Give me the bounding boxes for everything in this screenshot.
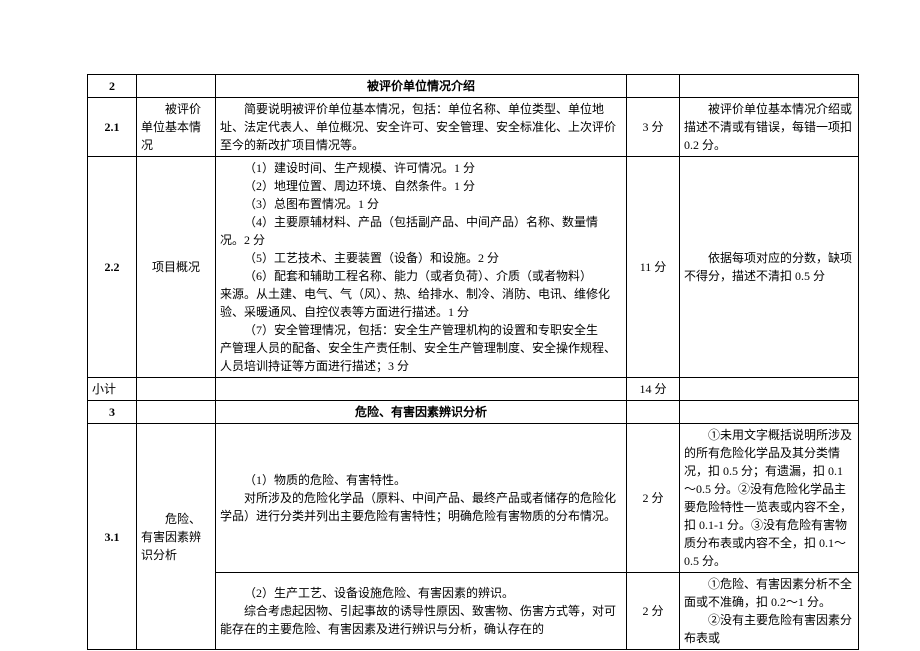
row-31-note1: ①未用文字概括说明所涉及的所有危险化学品及其分类情况，扣 0.5 分；有遗漏，扣…	[680, 424, 859, 573]
row-3-score-blank	[627, 401, 680, 424]
row-31-note1-text: ①未用文字概括说明所涉及的所有危险化学品及其分类情况，扣 0.5 分；有遗漏，扣…	[684, 426, 854, 570]
row-22-d6w: 来源。从土建、电气、气（风）、热、给排水、制冷、消防、电讯、维修化验、采暖通风、…	[220, 287, 610, 319]
row-22-d7w: 产管理人员的配备、安全生产责任制、安全生产管理制度、安全操作规程、人员培训持证等…	[220, 341, 616, 373]
row-21-name-text: 被评价单位基本情况	[141, 100, 211, 154]
row-22-d5: （5）工艺技术、主要装置（设备）和设施。2 分	[220, 249, 622, 267]
row-31-desc2: （2）生产工艺、设备设施危险、有害因素的辨识。 综合考虑起因物、引起事故的诱导性…	[216, 573, 627, 650]
row-22-note-text: 依据每项对应的分数，缺项不得分，描述不清扣 0.5 分	[684, 249, 854, 285]
row-3-title: 危险、有害因素辨识分析	[216, 401, 627, 424]
row-22-d4w: 况。2 分	[220, 233, 265, 247]
row-31-note2-l1: ①危险、有害因素分析不全面或不准确，扣 0.2～1 分。	[684, 575, 854, 611]
row-31-desc1: （1）物质的危险、有害特性。 对所涉及的危险化学品（原料、中间产品、最终产品或者…	[216, 424, 627, 573]
row-21-note-text: 被评价单位基本情况介绍或描述不清或有错误，每错一项扣 0.2 分。	[684, 100, 854, 154]
row-22-name: 项目概况	[137, 157, 216, 378]
row-2-note-blank	[680, 75, 859, 98]
row-subtotal2-blank1	[137, 378, 216, 401]
row-31-note2-l2: ②没有主要危险有害因素分布表或	[684, 611, 854, 647]
row-22-score: 11 分	[627, 157, 680, 378]
row-21-score: 3 分	[627, 98, 680, 157]
row-21-num: 2.1	[88, 98, 137, 157]
row-31-score1: 2 分	[627, 424, 680, 573]
row-21-desc-text: 简要说明被评价单位基本情况，包括：单位名称、单位类型、单位地址、法定代表人、单位…	[220, 100, 622, 154]
row-22-d6: （6）配套和辅助工程名称、能力（或者负荷）、介质（或者物料）	[220, 267, 622, 285]
row-31-score2: 2 分	[627, 573, 680, 650]
row-22-d2: （2）地理位置、周边环境、自然条件。1 分	[220, 177, 622, 195]
row-22-d4: （4）主要原辅材料、产品（包括副产品、中间产品）名称、数量情	[220, 213, 622, 231]
row-22-note: 依据每项对应的分数，缺项不得分，描述不清扣 0.5 分	[680, 157, 859, 378]
row-2-score-blank	[627, 75, 680, 98]
row-3-num: 3	[88, 401, 137, 424]
row-subtotal2-score: 14 分	[627, 378, 680, 401]
row-31-note2: ①危险、有害因素分析不全面或不准确，扣 0.2～1 分。 ②没有主要危险有害因素…	[680, 573, 859, 650]
row-2-title: 被评价单位情况介绍	[216, 75, 627, 98]
row-22-num: 2.2	[88, 157, 137, 378]
row-2-name-blank	[137, 75, 216, 98]
row-2-num: 2	[88, 75, 137, 98]
row-22-d7: （7）安全管理情况，包括：安全生产管理机构的设置和专职安全生	[220, 321, 622, 339]
row-31-p2-l1: （2）生产工艺、设备设施危险、有害因素的辨识。	[220, 584, 622, 602]
row-subtotal2-blank2	[216, 378, 627, 401]
row-21-name: 被评价单位基本情况	[137, 98, 216, 157]
row-31-p1-rest: 对所涉及的危险化学品（原料、中间产品、最终产品或者储存的危险化学品）进行分类并列…	[220, 489, 622, 525]
row-subtotal2-label: 小计	[88, 378, 137, 401]
row-3-note-blank	[680, 401, 859, 424]
row-31-name: 危险、有害因素辨识分析	[137, 424, 216, 650]
row-21-desc: 简要说明被评价单位基本情况，包括：单位名称、单位类型、单位地址、法定代表人、单位…	[216, 98, 627, 157]
row-22-d3: （3）总图布置情况。1 分	[220, 195, 622, 213]
row-22-desc: （1）建设时间、生产规模、许可情况。1 分 （2）地理位置、周边环境、自然条件。…	[216, 157, 627, 378]
row-31-num: 3.1	[88, 424, 137, 650]
row-31-p2-rest: 综合考虑起因物、引起事故的诱导性原因、致害物、伤害方式等，对可能存在的主要危险、…	[220, 602, 622, 638]
row-subtotal2-blank3	[680, 378, 859, 401]
row-31-name-text: 危险、有害因素辨识分析	[141, 510, 211, 564]
row-22-d1: （1）建设时间、生产规模、许可情况。1 分	[220, 159, 622, 177]
row-21-note: 被评价单位基本情况介绍或描述不清或有错误，每错一项扣 0.2 分。	[680, 98, 859, 157]
row-31-p1-l1: （1）物质的危险、有害特性。	[220, 471, 622, 489]
row-3-name-blank	[137, 401, 216, 424]
